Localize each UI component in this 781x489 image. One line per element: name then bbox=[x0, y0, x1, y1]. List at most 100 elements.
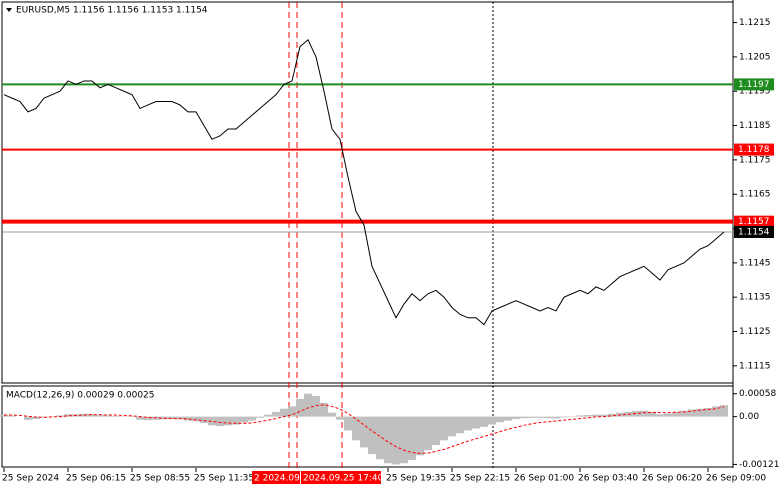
histogram-bar bbox=[112, 415, 120, 417]
level-label: 1.1197 bbox=[738, 80, 770, 90]
histogram-bar bbox=[272, 411, 280, 417]
y-tick-label: 1.1115 bbox=[739, 361, 771, 371]
histogram-bar bbox=[376, 416, 384, 460]
histogram-bar bbox=[104, 415, 112, 417]
histogram-bar bbox=[400, 416, 408, 464]
histogram-bar bbox=[608, 413, 616, 417]
x-tick-label: 25 Sep 06:15 bbox=[66, 474, 126, 484]
histogram-bar bbox=[360, 416, 368, 448]
level-label-box bbox=[734, 78, 774, 91]
histogram-bar bbox=[56, 415, 64, 417]
histogram-bar bbox=[648, 411, 656, 417]
histogram-bar bbox=[576, 415, 584, 417]
y-tick-label: 1.1205 bbox=[739, 52, 771, 62]
histogram-bar bbox=[720, 405, 728, 417]
histogram-bar bbox=[336, 416, 344, 420]
histogram-bar bbox=[24, 416, 32, 420]
histogram-bar bbox=[512, 416, 520, 419]
level-label: 1.1178 bbox=[738, 145, 770, 155]
histogram-bar bbox=[440, 416, 448, 441]
y-tick-label: 0.00058 bbox=[739, 389, 776, 399]
histogram-bar bbox=[280, 408, 288, 417]
histogram-bar bbox=[464, 416, 472, 431]
histogram-bar bbox=[344, 416, 352, 431]
histogram-bar bbox=[232, 416, 240, 425]
histogram-bar bbox=[472, 416, 480, 429]
marker-label-box bbox=[301, 471, 381, 484]
histogram-bar bbox=[96, 415, 104, 417]
marker-label-box bbox=[252, 471, 300, 484]
y-tick-label: 1.1185 bbox=[739, 121, 771, 131]
histogram-bar bbox=[696, 408, 704, 417]
histogram-bar bbox=[168, 416, 176, 419]
histogram-bar bbox=[592, 414, 600, 417]
histogram-bar bbox=[216, 416, 224, 427]
marker-label: 2024.09.25 17:40 bbox=[303, 474, 384, 484]
histogram-bar bbox=[352, 416, 360, 441]
histogram-bar bbox=[496, 416, 504, 423]
x-tick-label: 26 Sep 09:00 bbox=[706, 474, 766, 484]
histogram-bar bbox=[520, 416, 528, 419]
histogram-bar bbox=[200, 416, 208, 423]
last-price-box bbox=[734, 225, 774, 238]
histogram-bar bbox=[408, 416, 416, 461]
histogram-bar bbox=[304, 393, 312, 417]
price-pane bbox=[1, 1, 734, 384]
histogram-bar bbox=[680, 410, 688, 417]
histogram-bar bbox=[256, 416, 264, 418]
y-tick-label: 1.1145 bbox=[739, 258, 771, 268]
last-price-label: 1.1154 bbox=[738, 227, 770, 237]
macd-title: MACD(12,26,9) 0.00029 0.00025 bbox=[6, 391, 155, 401]
x-tick-label: 25 Sep 22:15 bbox=[450, 474, 510, 484]
signal-line bbox=[4, 404, 725, 454]
histogram-bar bbox=[0, 414, 8, 417]
x-tick-label: 25 Sep 2024 bbox=[2, 474, 59, 484]
histogram-bar bbox=[712, 406, 720, 417]
histogram-bar bbox=[296, 398, 304, 417]
x-tick-label: 25 Sep 11:35 bbox=[194, 474, 254, 484]
histogram-bar bbox=[8, 415, 16, 417]
histogram-bar bbox=[536, 416, 544, 418]
level-label-box bbox=[734, 215, 774, 228]
histogram-bar bbox=[264, 414, 272, 417]
y-tick-label: 1.1195 bbox=[739, 87, 771, 97]
histogram-bar bbox=[640, 410, 648, 417]
histogram-bar bbox=[136, 416, 144, 420]
histogram-bar bbox=[192, 416, 200, 422]
histogram-bar bbox=[432, 416, 440, 446]
histogram-bar bbox=[32, 416, 40, 419]
histogram-bar bbox=[488, 416, 496, 425]
histogram-bar bbox=[320, 402, 328, 417]
histogram-bar bbox=[88, 414, 96, 417]
histogram-bar bbox=[456, 416, 464, 434]
histogram-bar bbox=[64, 414, 72, 417]
x-tick-label: 26 Sep 01:00 bbox=[514, 474, 574, 484]
histogram-bar bbox=[312, 396, 320, 417]
histogram-bar bbox=[224, 416, 232, 426]
histogram-bar bbox=[176, 416, 184, 420]
histogram-bar bbox=[552, 416, 560, 419]
x-tick-label: 25 Sep 08:55 bbox=[130, 474, 190, 484]
histogram-bar bbox=[448, 416, 456, 437]
histogram-bar bbox=[656, 414, 664, 417]
histogram-bar bbox=[184, 416, 192, 421]
level-label: 1.1157 bbox=[738, 217, 770, 227]
histogram-bar bbox=[248, 416, 256, 421]
x-tick-label: 26 Sep 06:20 bbox=[642, 474, 702, 484]
marker-label: 2 2024.09.2 bbox=[254, 474, 308, 484]
histogram-bar bbox=[288, 406, 296, 417]
histogram-bar bbox=[704, 407, 712, 417]
histogram-bar bbox=[480, 416, 488, 427]
x-tick-label: 25 Sep 19:35 bbox=[386, 474, 446, 484]
histogram-bar bbox=[584, 415, 592, 417]
y-tick-label: 0.00 bbox=[739, 412, 759, 422]
y-tick-label: 1.1125 bbox=[739, 327, 771, 337]
histogram-bar bbox=[688, 409, 696, 417]
histogram-bar bbox=[368, 416, 376, 455]
x-tick-label: 26 Sep 03:40 bbox=[578, 474, 638, 484]
y-tick-label: 1.1165 bbox=[739, 190, 771, 200]
histogram-bar bbox=[672, 411, 680, 417]
histogram-bar bbox=[664, 413, 672, 417]
histogram-bar bbox=[144, 416, 152, 421]
